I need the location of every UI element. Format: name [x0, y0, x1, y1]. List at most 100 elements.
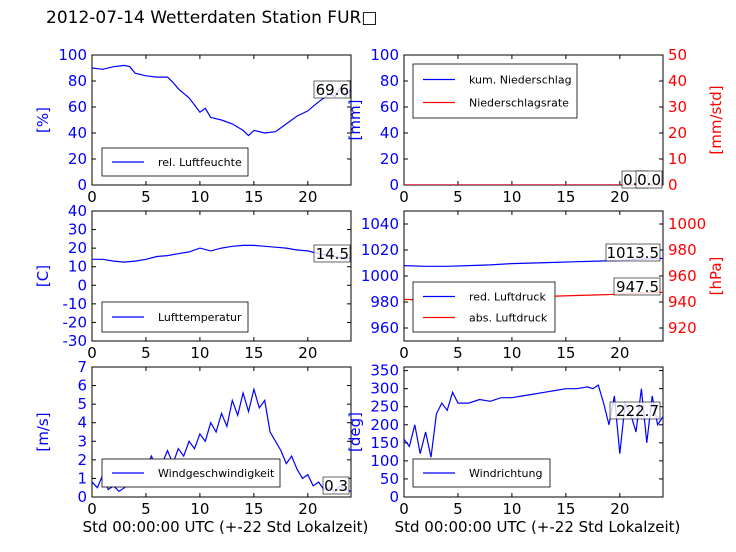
humidity-legend: rel. Luftfeuchte	[101, 147, 249, 177]
annotation-value: 222.7	[616, 402, 659, 420]
y-right-tick-label: 10	[668, 150, 687, 168]
y-tick-label: 0	[77, 276, 87, 294]
x-tick-label: 5	[141, 188, 151, 206]
x-tick-label: 15	[244, 188, 263, 206]
x-tick-label: 0	[87, 344, 97, 362]
annotation-value: 0.0	[637, 171, 661, 189]
y-tick-label: 6	[77, 377, 87, 395]
annotation-box	[613, 277, 661, 296]
y-tick-label: 2	[77, 451, 87, 469]
y-tick-label: 150	[370, 434, 399, 452]
y-tick-label: 960	[370, 319, 399, 337]
y-right-tick-label: 920	[668, 319, 697, 337]
x-tick-label: 15	[556, 344, 575, 362]
y-right-tick-label: 940	[668, 293, 697, 311]
y-tick-label: 30	[68, 221, 87, 239]
x-tick-label: 5	[453, 344, 463, 362]
annotation-box	[322, 476, 350, 495]
x-tick-label: 20	[298, 344, 317, 362]
y-tick-label: 0	[389, 176, 399, 194]
y-tick-label: 7	[77, 358, 87, 376]
y-tick-label: 50	[380, 470, 399, 488]
x-tick-label: 15	[244, 500, 263, 518]
windspeed-ylabel: [m/s]	[34, 412, 52, 451]
humidity-series-rel-luftfeuchte	[92, 64, 351, 137]
x-tick-label: 15	[556, 500, 575, 518]
y-tick-label: 1	[77, 469, 87, 487]
temperature-series-lufttemperatur	[92, 244, 351, 263]
x-tick-label: 5	[453, 188, 463, 206]
y-right-tick-label: 0	[668, 176, 678, 194]
annotation-value: 1013.5	[607, 244, 660, 262]
x-tick-label: 0	[399, 188, 409, 206]
y-tick-label: 200	[370, 416, 399, 434]
pressure-legend: red. Luftdruck abs. Luftdruck	[412, 281, 556, 333]
x-tick-label: 10	[502, 188, 521, 206]
legend-label: Windrichtung	[469, 467, 542, 480]
x-tick-label: 10	[190, 500, 209, 518]
legend-label: kum. Niederschlag	[469, 74, 572, 87]
y-tick-label: 60	[68, 98, 87, 116]
x-tick-label: 20	[610, 344, 629, 362]
annotation-box	[635, 170, 663, 189]
y-tick-label: 5	[77, 395, 87, 413]
x-tick-label: 15	[244, 344, 263, 362]
x-tick-label: 10	[502, 344, 521, 362]
windspeed-legend: Windgeschwindigkeit	[101, 458, 281, 488]
x-axis-label: Std 00:00:00 UTC (+-22 Std Lokalzeit)	[395, 518, 681, 536]
x-tick-label: 15	[556, 188, 575, 206]
y-right-tick-label: 50	[668, 46, 687, 64]
windspeed-panel: 0 5 10 15 2001234567[m/s]0.3Windgeschwindigk…	[34, 358, 368, 536]
x-tick-label: 20	[610, 188, 629, 206]
y-tick-label: 0	[389, 488, 399, 506]
y-tick-label: 80	[380, 72, 399, 90]
legend-label: abs. Luftdruck	[469, 312, 548, 325]
y-tick-label: 20	[68, 150, 87, 168]
y-tick-label: 100	[370, 46, 399, 64]
winddirection-legend: Windrichtung	[412, 458, 551, 488]
y-tick-label: 300	[370, 380, 399, 398]
x-tick-label: 5	[141, 500, 151, 518]
pressure-panel: 0 5 10 15 20 960 980 1000 1020 1040 920 940 960 980 10…	[361, 210, 725, 362]
y-tick-label: 60	[380, 98, 399, 116]
x-tick-label: 0	[399, 344, 409, 362]
legend-label: Windgeschwindigkeit	[158, 467, 275, 480]
y-tick-label: 40	[68, 124, 87, 142]
y-tick-label: 1000	[361, 267, 399, 285]
y-tick-label: 100	[370, 452, 399, 470]
legend-label: Niederschlagsrate	[469, 97, 569, 110]
x-tick-label: 0	[87, 188, 97, 206]
annotation-box	[313, 244, 351, 263]
y-right-tick-label: 40	[668, 72, 687, 90]
y-tick-label: 20	[380, 150, 399, 168]
y-tick-label: -20	[63, 313, 88, 331]
y-tick-label: -10	[63, 295, 88, 313]
precipitation-ylabel-right: [mm/std]	[707, 85, 725, 154]
annotation-box	[313, 80, 351, 99]
pressure-ylabel-right: [hPa]	[707, 257, 725, 296]
annotation-value: 947.5	[616, 278, 659, 296]
humidity-panel: 0 5 10 15 20 0 20 40 60 80 100 [%] 69.6 rel. Luftfeuc…	[34, 46, 352, 206]
x-tick-label: 10	[190, 188, 209, 206]
y-tick-label: 1020	[361, 241, 399, 259]
y-tick-label: 350	[370, 362, 399, 380]
y-right-tick-label: 1000	[668, 215, 706, 233]
humidity-ylabel: [%]	[34, 107, 52, 133]
legend-label: red. Luftdruck	[469, 291, 546, 304]
winddirection-ylabel: [deg]	[346, 412, 364, 452]
y-right-tick-label: 980	[668, 241, 697, 259]
y-tick-label: 0	[77, 176, 87, 194]
y-right-tick-label: 30	[668, 98, 687, 116]
y-tick-label: 250	[370, 398, 399, 416]
y-tick-label: 100	[58, 46, 87, 64]
x-tick-label: 5	[141, 344, 151, 362]
precipitation-legend: kum. Niederschlag Niederschlagsrate	[412, 63, 578, 119]
y-right-tick-label: 20	[668, 124, 687, 142]
y-tick-label: 0	[77, 488, 87, 506]
precipitation-panel: 0 5 10 15 20 0 20 40 60 80 100 0 10 20 30 40 50 [mm] [mm/s…	[346, 46, 725, 206]
x-tick-label: 20	[298, 500, 317, 518]
y-tick-label: 10	[68, 258, 87, 276]
x-tick-label: 10	[190, 344, 209, 362]
